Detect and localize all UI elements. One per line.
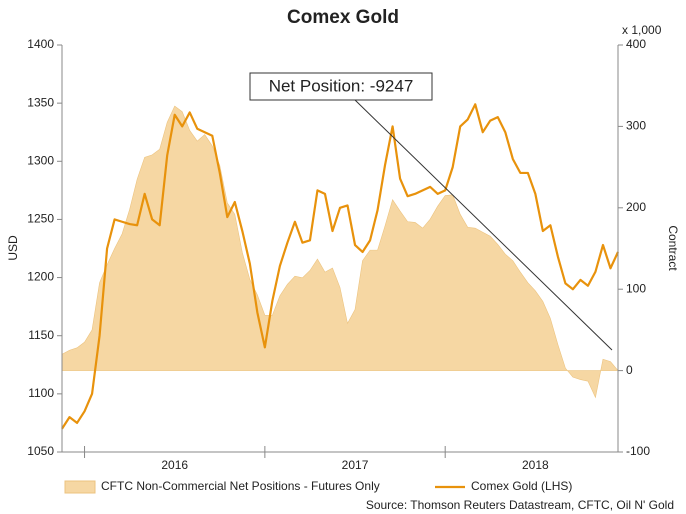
y-tick-label: 1050 bbox=[27, 444, 54, 458]
y2-tick-label: 200 bbox=[626, 200, 646, 214]
y-tick-label: 1350 bbox=[27, 95, 54, 109]
y-tick-label: 1150 bbox=[28, 328, 54, 342]
x-tick-label: 2018 bbox=[522, 458, 549, 472]
y-tick-label: 1300 bbox=[27, 153, 54, 167]
source: Source: Thomson Reuters Datastream, CFTC… bbox=[366, 498, 674, 512]
annotation-arrow bbox=[354, 99, 613, 351]
x-tick-label: 2016 bbox=[161, 458, 188, 472]
y2-tick-label: -100 bbox=[626, 444, 650, 458]
y-tick-label: 1250 bbox=[27, 212, 54, 226]
legend-label: Comex Gold (LHS) bbox=[471, 479, 572, 493]
annotation-box bbox=[249, 72, 433, 101]
area bbox=[61, 105, 619, 399]
y-tick-label: 1200 bbox=[27, 270, 54, 284]
y-tick-label: 1400 bbox=[27, 37, 54, 51]
legend-swatch bbox=[64, 480, 96, 494]
y2-tick-label: 0 bbox=[626, 363, 633, 377]
annotation: Net Position: -9247 bbox=[269, 76, 414, 95]
chart-title: Comex Gold bbox=[287, 7, 399, 28]
y2-unit: x 1,000 bbox=[622, 23, 662, 37]
x-tick-label: 2017 bbox=[342, 458, 369, 472]
y2-tick-label: 100 bbox=[626, 281, 646, 295]
y2-axis-label: Contract bbox=[666, 225, 680, 271]
line bbox=[61, 103, 619, 430]
legend-label: CFTC Non-Commercial Net Positions - Futu… bbox=[101, 479, 380, 493]
y-tick-label: 1100 bbox=[28, 386, 54, 400]
y-axis-label: USD bbox=[6, 235, 20, 261]
y2-tick-label: 400 bbox=[626, 37, 646, 51]
y2-tick-label: 300 bbox=[626, 119, 646, 133]
